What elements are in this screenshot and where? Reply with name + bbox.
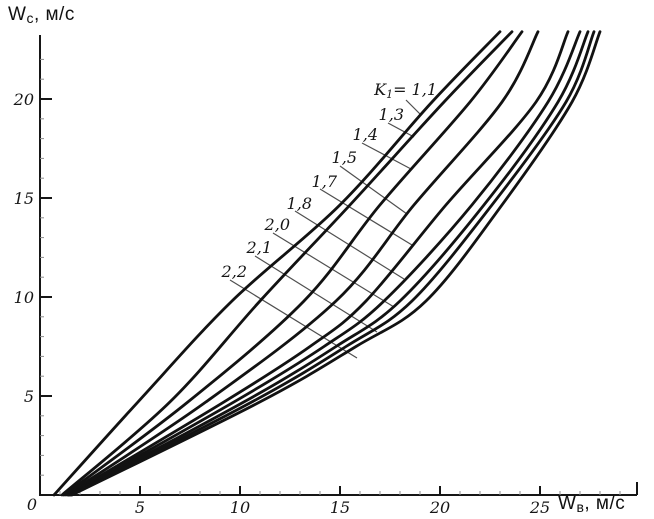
leader-line-k-1,5 <box>339 165 408 215</box>
curve-label-k-1,3: 1,3 <box>379 105 404 124</box>
y-axis-title-units: , м/с <box>33 4 75 25</box>
leader-line-k-1,7 <box>319 188 413 246</box>
y-tick-label-20: 20 <box>13 90 34 109</box>
curve-label-k-2,1: 2,1 <box>246 238 272 257</box>
curve-label-k-1,1: K1= 1,1 <box>373 80 437 101</box>
leader-line-k-2,1 <box>254 255 378 333</box>
leader-line-k-1,1 <box>405 99 422 116</box>
curve-label-k-1,7: 1,7 <box>312 172 338 191</box>
x-tick-label-5: 5 <box>135 498 145 517</box>
curve-k-1,4 <box>62 30 524 497</box>
curve-label-k-1,5: 1,5 <box>332 148 357 167</box>
y-tick-label-5: 5 <box>24 387 34 406</box>
curve-k-1,7 <box>66 30 570 497</box>
curve-k-2,0 <box>68 30 590 497</box>
curve-k-1,5 <box>64 30 540 497</box>
curve-label-k-1,8: 1,8 <box>287 194 312 213</box>
curve-label-k-1,4: 1,4 <box>353 125 378 144</box>
y-axis-title: Wc, м/с <box>8 4 75 26</box>
x-axis-title-symbol: W <box>558 493 577 514</box>
y-axis-title-subscript: c <box>26 10 34 26</box>
curve-label-k-2,2: 2,2 <box>221 262 247 281</box>
y-tick-label-10: 10 <box>14 288 34 307</box>
x-tick-label-10: 10 <box>230 498 250 517</box>
x-axis-title-units: , м/с <box>584 493 626 514</box>
x-tick-label-25: 25 <box>529 498 550 517</box>
curve-k-1,8 <box>67 30 582 497</box>
x-tick-label-15: 15 <box>330 498 350 517</box>
origin-label: 0 <box>27 495 37 514</box>
curve-label-k-2,0: 2,0 <box>264 215 290 234</box>
x-axis-title-subscript: в <box>576 499 585 515</box>
y-axis-title-symbol: W <box>8 4 27 25</box>
curve-k-1,1 <box>52 30 502 497</box>
curve-k-2,1 <box>69 30 596 497</box>
curve-k-1,3 <box>60 30 514 497</box>
leader-line-k-1,3 <box>387 122 415 138</box>
curve-k-2,2 <box>70 30 602 497</box>
x-tick-label-20: 20 <box>429 498 450 517</box>
x-axis-title: Wв, м/с <box>558 493 625 515</box>
y-tick-label-15: 15 <box>14 189 34 208</box>
leader-line-k-2,0 <box>272 232 395 308</box>
